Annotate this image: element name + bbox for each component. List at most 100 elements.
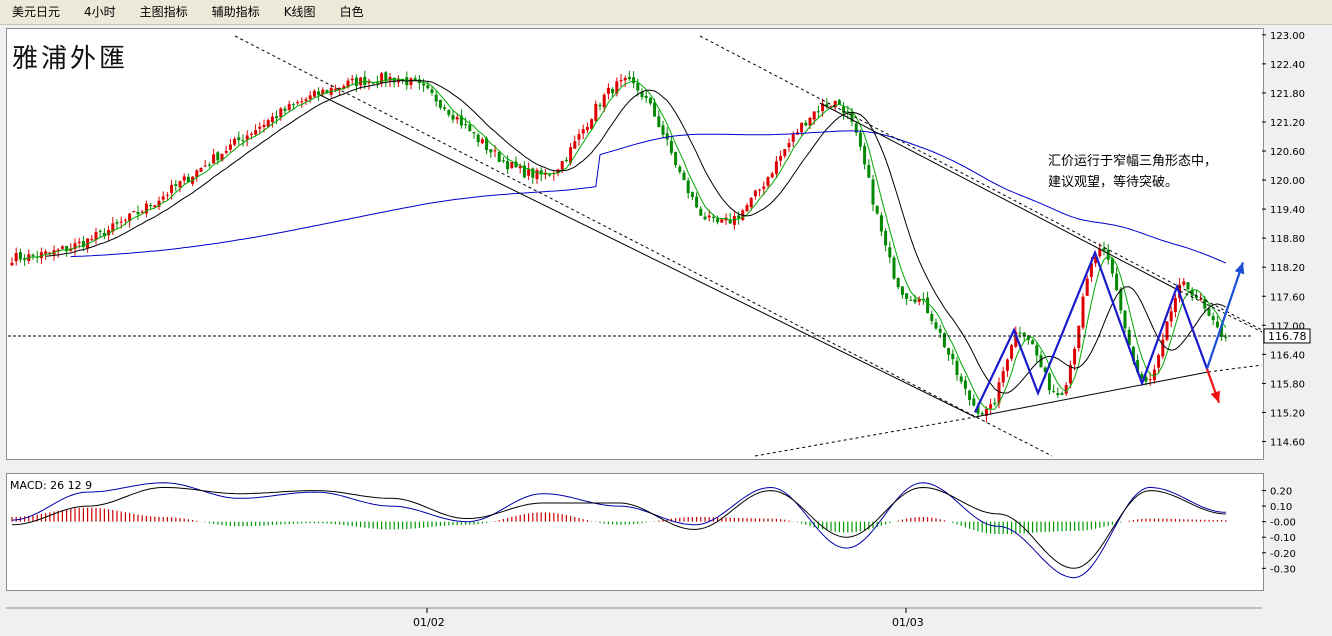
sub-indicator-menu[interactable]: 辅助指标 — [211, 5, 260, 19]
candle-body — [1081, 296, 1085, 328]
candle-body — [989, 404, 993, 409]
candle-body — [350, 78, 354, 81]
candle-body — [203, 165, 207, 167]
candle-body — [451, 115, 455, 120]
candle-body — [993, 402, 997, 405]
candle-body — [980, 413, 984, 415]
triangle-lower-ext — [1207, 364, 1263, 373]
candle-body — [325, 90, 329, 94]
color-scheme-menu[interactable]: 白色 — [339, 5, 364, 19]
candle-body — [623, 78, 627, 81]
candle-body — [1073, 348, 1077, 365]
candle-body — [472, 131, 476, 134]
candle-body — [888, 247, 892, 258]
candle-body — [1182, 281, 1186, 285]
candle-body — [48, 252, 52, 254]
candle-body — [375, 81, 379, 84]
candle-body — [879, 215, 883, 232]
main-indicator-menu[interactable]: 主图指标 — [139, 5, 188, 19]
candle-body — [1052, 391, 1056, 393]
candle-body — [770, 173, 774, 178]
candle-body — [506, 161, 510, 170]
candle-body — [963, 380, 967, 389]
ma-mid-line — [45, 79, 1227, 394]
candle-body — [644, 96, 648, 98]
candle-body — [90, 238, 94, 240]
candle-body — [863, 146, 867, 165]
candle-body — [1110, 258, 1114, 274]
candle-body — [825, 104, 829, 107]
candle-body — [464, 124, 468, 126]
candle-body — [39, 252, 43, 259]
candle-body — [170, 184, 174, 194]
candle-body — [594, 103, 598, 121]
price-tick-label: 115.20 — [1270, 408, 1305, 419]
candle-body — [669, 141, 673, 153]
candle-body — [107, 230, 111, 236]
candle-body — [409, 78, 413, 85]
candle-body — [279, 108, 283, 117]
candle-body — [245, 135, 249, 140]
macd-layer — [11, 482, 1227, 579]
candle-body — [930, 314, 934, 321]
candle-body — [241, 140, 245, 142]
triangle-upper-line — [819, 102, 1181, 292]
price-tick-label: 123.00 — [1270, 31, 1305, 42]
candle-body — [753, 190, 757, 197]
candle-body — [1035, 345, 1039, 356]
price-tick-label: 122.40 — [1270, 60, 1305, 71]
main-chart-panel[interactable] — [6, 28, 1264, 460]
candle-body — [1199, 299, 1203, 301]
candle-body — [602, 94, 606, 108]
candle-body — [195, 170, 199, 178]
candle-body — [875, 205, 879, 214]
candle-body — [892, 257, 896, 279]
candle-body — [73, 243, 77, 250]
candle-body — [430, 89, 434, 93]
candle-body — [157, 200, 161, 207]
macd-line — [11, 482, 1226, 579]
candle-body — [207, 164, 211, 166]
candle-body — [186, 176, 190, 183]
price-tick-label: 114.60 — [1270, 437, 1305, 448]
timeframe-menu[interactable]: 4小时 — [84, 5, 116, 19]
candle-body — [1094, 256, 1098, 264]
candle-body — [1215, 321, 1219, 328]
candle-body — [493, 150, 497, 152]
candle-body — [703, 216, 707, 220]
candle-body — [413, 78, 417, 81]
candle-body — [77, 241, 81, 244]
price-tick-label: 117.60 — [1270, 292, 1305, 303]
symbol-menu[interactable]: 美元日元 — [12, 5, 61, 19]
candle-body — [153, 205, 157, 208]
candle-body — [249, 133, 253, 135]
candle-body — [144, 203, 148, 214]
candle-body — [1010, 345, 1014, 359]
price-tick-label: 115.80 — [1270, 379, 1305, 390]
candle-body — [1031, 340, 1035, 345]
candle-body — [1127, 330, 1131, 346]
candle-body — [1014, 332, 1018, 347]
arrow-down-head — [1210, 390, 1221, 403]
candle-body — [1022, 332, 1026, 337]
chart-type-menu[interactable]: K线图 — [283, 5, 316, 19]
candle-body — [480, 139, 484, 144]
candle-body — [531, 168, 535, 178]
candle-body — [951, 353, 955, 360]
price-tick-label: 116.40 — [1270, 350, 1305, 361]
candle-body — [1056, 393, 1060, 396]
candle-body — [1047, 373, 1051, 391]
candle-body — [228, 144, 232, 150]
candle-body — [942, 333, 946, 347]
macd-tick-label: -0.00 — [1270, 518, 1296, 529]
candle-body — [1115, 273, 1119, 291]
candle-body — [619, 79, 623, 82]
candle-body — [1161, 339, 1165, 357]
current-price-label: 116.78 — [1268, 330, 1307, 343]
candle-body — [346, 80, 350, 88]
macd-tick-label: -0.10 — [1270, 533, 1296, 544]
candle-body — [65, 245, 69, 252]
x-tick-label: 01/03 — [892, 616, 924, 629]
candle-body — [522, 165, 526, 178]
candle-body — [220, 153, 224, 161]
